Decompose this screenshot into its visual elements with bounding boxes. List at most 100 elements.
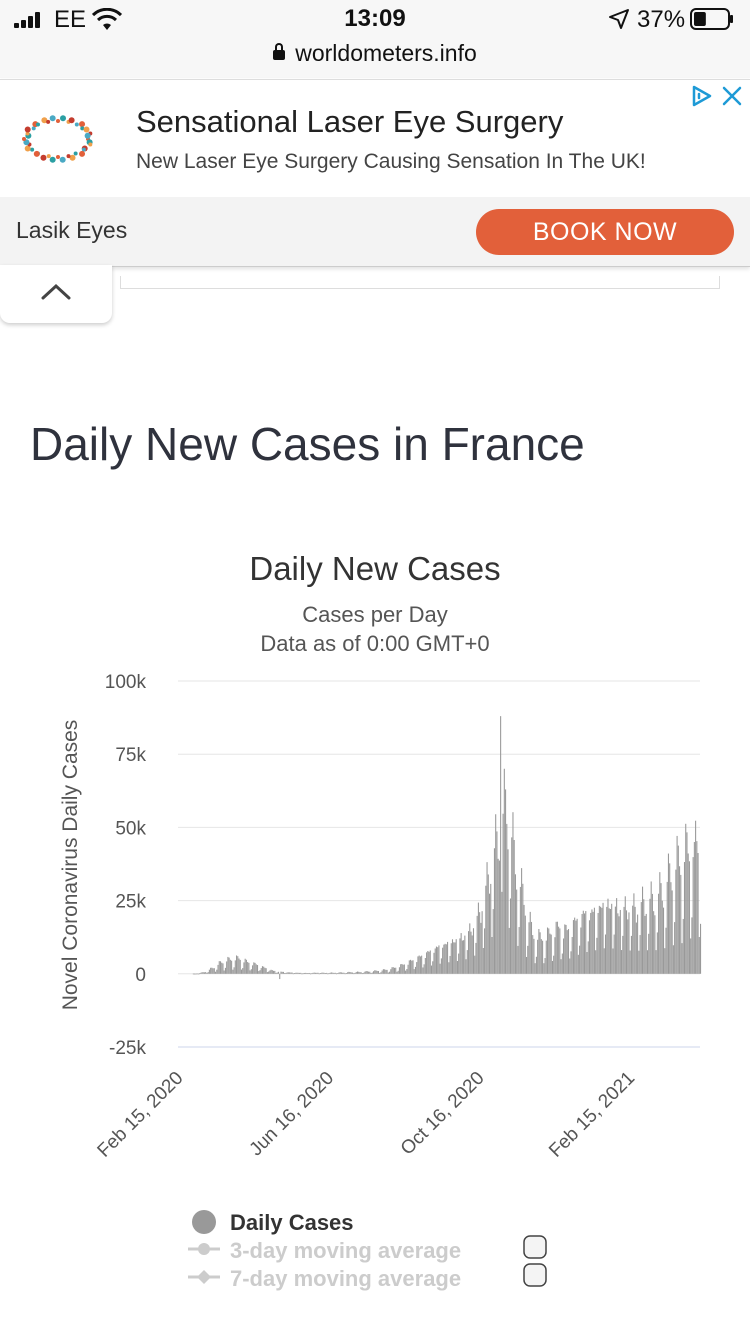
- address-bar[interactable]: worldometers.info: [0, 40, 750, 67]
- close-icon[interactable]: [720, 84, 744, 108]
- daily-case-bar: [623, 906, 625, 974]
- daily-case-bar: [222, 963, 224, 974]
- daily-case-bar: [291, 972, 293, 974]
- legend-marker: [192, 1210, 216, 1234]
- y-tick-label: 75k: [115, 745, 146, 766]
- legend-label[interactable]: 7-day moving average: [230, 1266, 461, 1291]
- daily-case-bar: [430, 965, 433, 974]
- daily-case-bar: [659, 872, 661, 974]
- daily-case-bar: [545, 940, 547, 974]
- daily-case-bar: [324, 973, 326, 974]
- daily-case-bar: [386, 969, 388, 974]
- daily-case-bar: [618, 916, 620, 974]
- daily-case-bar: [442, 947, 444, 974]
- daily-case-bar: [503, 768, 505, 974]
- daily-case-bar: [313, 972, 315, 974]
- legend-item[interactable]: Daily Cases: [192, 1210, 354, 1235]
- url-text: worldometers.info: [295, 40, 477, 66]
- daily-case-bar: [282, 971, 284, 974]
- daily-case-bar: [602, 902, 604, 974]
- legend-label[interactable]: Daily Cases: [230, 1210, 354, 1235]
- daily-case-bar: [486, 862, 488, 974]
- daily-case-bar: [303, 972, 305, 974]
- daily-case-bar: [198, 973, 201, 975]
- daily-case-bar: [236, 955, 238, 974]
- collapse-ad-button[interactable]: [0, 265, 112, 323]
- daily-case-bar: [655, 950, 657, 974]
- daily-case-bar: [542, 940, 544, 974]
- daily-case-bar: [400, 964, 402, 974]
- y-tick-label: 0: [135, 965, 146, 986]
- legend-toggle-checkbox[interactable]: [523, 1263, 547, 1287]
- ad-choices-icon[interactable]: [690, 84, 714, 108]
- daily-case-bar: [491, 937, 493, 974]
- daily-case-bar: [550, 934, 552, 974]
- daily-case-bar: [418, 955, 420, 974]
- daily-case-bar: [253, 962, 255, 974]
- daily-case-bar: [280, 971, 282, 974]
- daily-case-bar: [433, 952, 435, 974]
- daily-case-bar: [221, 962, 223, 974]
- ad-footer: Lasik Eyes BOOK NOW: [0, 197, 750, 266]
- daily-case-bar: [611, 903, 613, 974]
- daily-case-bar: [229, 959, 231, 974]
- daily-case-bar: [263, 966, 265, 974]
- daily-case-bar: [256, 965, 259, 974]
- daily-case-bar: [322, 972, 324, 974]
- daily-case-bar: [465, 959, 467, 974]
- daily-case-bar: [627, 919, 629, 974]
- y-tick-label: 100k: [105, 672, 147, 693]
- daily-case-bar: [231, 960, 233, 974]
- daily-case-bar: [264, 967, 266, 974]
- daily-case-bar: [413, 969, 415, 974]
- book-now-button[interactable]: BOOK NOW: [476, 209, 734, 255]
- daily-case-bar: [223, 970, 225, 974]
- daily-case-bar: [517, 945, 519, 974]
- daily-case-bar: [426, 952, 428, 974]
- daily-case-bar: [405, 970, 407, 974]
- daily-case-bar: [275, 972, 277, 974]
- daily-case-bar: [203, 972, 205, 974]
- daily-case-bar: [201, 972, 203, 974]
- daily-case-bar: [332, 972, 334, 974]
- daily-case-bar: [342, 972, 344, 974]
- daily-case-bar: [555, 921, 557, 974]
- daily-case-bar: [527, 945, 529, 974]
- x-tick-label: Feb 15, 2021: [545, 1068, 639, 1162]
- daily-case-bar: [447, 941, 449, 974]
- daily-case-bar: [566, 930, 568, 974]
- daily-case-bar: [688, 861, 690, 974]
- daily-case-bar: [458, 953, 460, 974]
- daily-case-bar: [382, 969, 384, 974]
- legend-item[interactable]: 7-day moving average: [188, 1263, 547, 1291]
- daily-case-bar: [642, 886, 644, 974]
- daily-case-bar: [239, 959, 241, 974]
- legend-toggle-checkbox[interactable]: [523, 1235, 547, 1259]
- daily-case-bar: [565, 924, 567, 974]
- ad-banner[interactable]: Sensational Laser Eye Surgery New Laser …: [0, 79, 750, 267]
- daily-case-bar: [460, 933, 462, 974]
- daily-case-bar: [435, 946, 437, 974]
- legend-item[interactable]: 3-day moving average: [188, 1235, 547, 1263]
- chart-legend[interactable]: Daily Cases 3-day moving average 7-day mov…: [188, 1210, 547, 1291]
- daily-case-bar: [654, 915, 656, 974]
- daily-case-bar: [505, 789, 507, 974]
- daily-case-bar: [254, 962, 256, 974]
- daily-case-bar: [492, 909, 494, 974]
- daily-case-bar: [614, 906, 616, 974]
- daily-case-bar: [428, 951, 430, 974]
- daily-case-bar: [670, 882, 672, 974]
- ad-title[interactable]: Sensational Laser Eye Surgery: [136, 104, 564, 139]
- y-axis-title: Novel Coronavirus Daily Cases: [59, 720, 82, 1011]
- daily-case-bar: [379, 972, 381, 974]
- legend-label[interactable]: 3-day moving average: [230, 1238, 461, 1263]
- daily-case-bar: [518, 927, 520, 974]
- daily-case-bar: [424, 957, 426, 974]
- daily-case-bar: [302, 973, 304, 975]
- page-heading: Daily New Cases in France: [30, 418, 585, 470]
- daily-case-bar: [387, 972, 389, 974]
- daily-case-bar: [662, 907, 665, 974]
- daily-case-bar: [617, 913, 619, 974]
- daily-case-bar: [292, 973, 294, 975]
- carrier-name: EE: [54, 6, 87, 33]
